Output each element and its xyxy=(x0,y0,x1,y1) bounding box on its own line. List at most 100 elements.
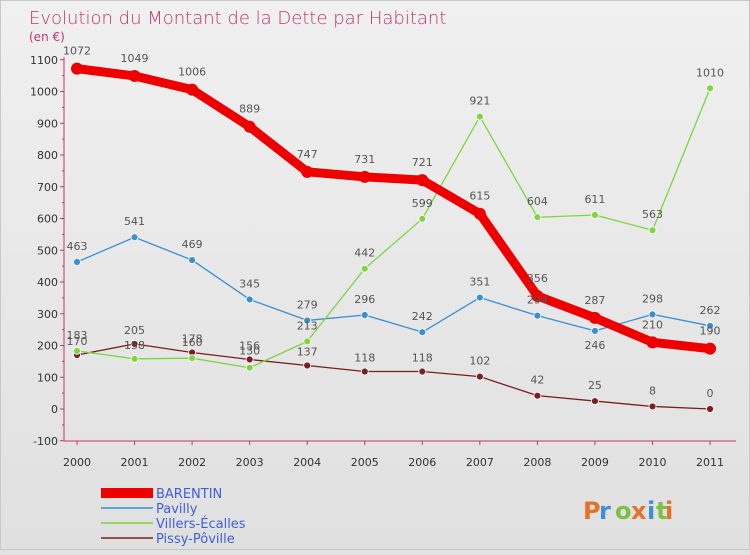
y-tick-label: 400 xyxy=(37,276,58,289)
brand-logo: Pr o x i ti xyxy=(583,497,673,525)
data-label: 615 xyxy=(469,190,490,203)
data-point xyxy=(475,293,484,302)
data-label: 156 xyxy=(239,339,260,352)
brand-letter: i xyxy=(647,497,655,525)
brand-letter: i xyxy=(665,497,673,525)
data-label: 541 xyxy=(124,215,145,228)
brand-letter: x xyxy=(631,497,647,525)
y-tick-label: 1000 xyxy=(30,86,58,99)
data-point xyxy=(128,69,141,82)
data-label: 442 xyxy=(354,247,375,260)
data-point xyxy=(416,174,429,187)
data-point xyxy=(130,233,139,242)
y-tick-label: 700 xyxy=(37,181,58,194)
series-line-3 xyxy=(76,343,711,410)
data-label: 213 xyxy=(297,319,318,332)
x-tick-label: 2001 xyxy=(121,456,149,469)
x-tick-label: 2000 xyxy=(63,456,91,469)
data-label: 210 xyxy=(642,318,663,331)
data-label: 170 xyxy=(67,335,88,348)
legend: BARENTINPavillyVillers-ÉcallesPissy-Pôvi… xyxy=(101,487,246,547)
data-point xyxy=(73,258,81,266)
data-label: 190 xyxy=(700,325,721,338)
data-point xyxy=(130,354,139,363)
data-point xyxy=(475,112,484,121)
series-line-0 xyxy=(72,64,715,354)
data-label: 158 xyxy=(124,339,145,352)
legend-label: Villers-Écalles xyxy=(156,516,246,532)
x-tick-label: 2010 xyxy=(639,456,667,469)
data-labels-layer: 170 205 178 156 137 118 118 102 42 25 8 0 463 541 469 3… xyxy=(63,45,724,400)
series-line-2 xyxy=(76,87,711,369)
brand-letter: t xyxy=(656,497,667,525)
x-tick-label: 2005 xyxy=(351,456,379,469)
data-point xyxy=(706,84,714,93)
data-point xyxy=(303,361,312,370)
data-point xyxy=(533,311,542,320)
chart-subtitle: (en €) xyxy=(29,30,65,44)
data-point xyxy=(591,326,599,335)
data-point xyxy=(648,402,657,411)
data-label: 469 xyxy=(182,238,203,251)
data-point xyxy=(706,405,714,413)
data-point xyxy=(360,264,369,273)
data-point xyxy=(360,367,369,376)
y-tick-label: 900 xyxy=(37,117,58,130)
data-point xyxy=(648,310,657,319)
data-point xyxy=(301,165,314,178)
y-tick-label: 200 xyxy=(37,340,58,353)
data-point xyxy=(473,207,486,220)
legend-label: Pavilly xyxy=(156,502,198,517)
data-point xyxy=(533,391,542,400)
data-label: 889 xyxy=(239,103,260,116)
data-label: 1049 xyxy=(121,52,149,65)
data-point xyxy=(245,295,254,304)
data-point xyxy=(245,355,254,364)
data-point xyxy=(591,211,599,219)
data-point xyxy=(360,311,369,319)
data-point xyxy=(130,340,139,348)
data-point xyxy=(243,120,256,133)
data-label: 262 xyxy=(700,304,721,317)
data-point xyxy=(531,289,544,302)
data-label: 137 xyxy=(297,346,318,359)
data-point xyxy=(706,321,714,330)
x-tick-label: 2009 xyxy=(581,456,609,469)
data-label: 298 xyxy=(642,292,663,305)
data-point xyxy=(646,336,659,349)
data-label: 102 xyxy=(469,355,490,368)
data-label: 242 xyxy=(412,310,433,323)
data-label: 246 xyxy=(584,339,605,352)
data-point xyxy=(704,342,717,355)
data-point xyxy=(303,337,312,346)
data-label: 463 xyxy=(67,240,88,253)
data-point xyxy=(648,226,657,235)
data-label: 604 xyxy=(527,195,548,208)
data-point xyxy=(588,311,601,324)
data-label: 178 xyxy=(182,332,203,345)
data-point xyxy=(186,83,199,96)
data-point xyxy=(533,213,542,222)
data-point xyxy=(418,367,427,376)
data-label: 8 xyxy=(649,384,656,397)
data-label: 118 xyxy=(354,352,375,365)
x-tick-label: 2011 xyxy=(696,456,724,469)
y-tick-label: 800 xyxy=(37,149,58,162)
data-label: 351 xyxy=(469,276,490,289)
x-tick-label: 2004 xyxy=(293,456,321,469)
data-label: 279 xyxy=(297,298,318,311)
y-tick-label: -100 xyxy=(33,435,58,448)
x-tick-label: 2002 xyxy=(178,456,206,469)
x-tick-label: 2008 xyxy=(523,456,551,469)
data-label: 25 xyxy=(588,379,602,392)
x-tick-label: 2006 xyxy=(408,456,436,469)
data-point xyxy=(475,372,484,381)
data-point xyxy=(188,354,197,363)
y-tick-label: 100 xyxy=(37,371,58,384)
brand-letter: o xyxy=(615,497,632,525)
series-layer xyxy=(71,62,717,413)
data-label: 160 xyxy=(182,336,203,349)
data-label: 205 xyxy=(124,324,145,337)
